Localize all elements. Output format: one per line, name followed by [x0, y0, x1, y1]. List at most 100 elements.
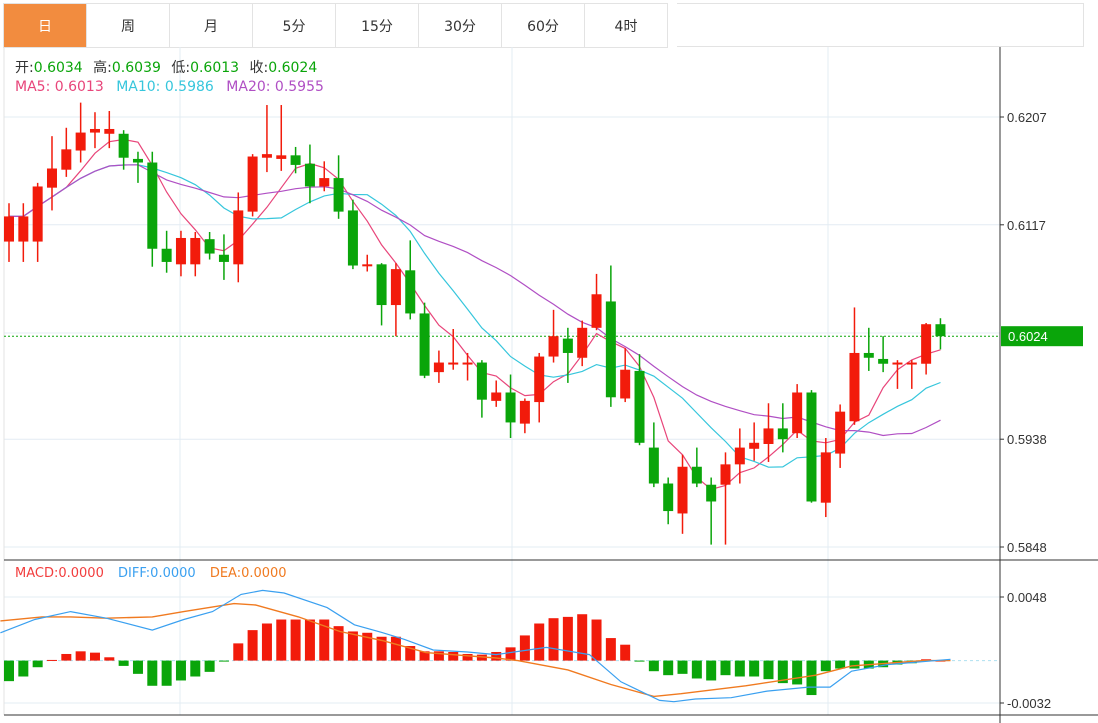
price-tick-label: 0.5848	[1007, 540, 1047, 555]
tab-6[interactable]: 60分	[502, 4, 585, 47]
candle	[104, 111, 115, 149]
candle	[820, 438, 831, 518]
macd-bar	[677, 660, 688, 674]
ma20-label: MA20:	[226, 79, 271, 95]
low-value: 0.6013	[190, 60, 240, 76]
candle-body	[261, 154, 272, 158]
macd-bar	[591, 619, 602, 661]
macd-bar	[663, 660, 674, 676]
ma10-line	[9, 164, 941, 468]
macd-bar	[577, 614, 588, 661]
candle-body	[304, 163, 315, 187]
tab-4[interactable]: 15分	[336, 4, 419, 47]
macd-bar	[548, 618, 559, 661]
macd-bar	[562, 616, 573, 661]
candle-body	[61, 149, 72, 170]
ma-legend: MA5: 0.6013 MA10: 0.5986 MA20: 0.5955	[15, 79, 324, 95]
macd-bar	[462, 653, 473, 661]
candle-body	[218, 254, 229, 262]
candle	[161, 230, 172, 273]
candle	[32, 182, 43, 262]
tab-0[interactable]: 日	[4, 4, 87, 47]
candle	[548, 309, 559, 363]
macd-bar	[534, 623, 545, 661]
tab-5[interactable]: 30分	[419, 4, 502, 47]
candle	[777, 403, 788, 453]
candle	[175, 230, 186, 277]
candle-body	[276, 155, 287, 159]
candle	[491, 380, 502, 407]
diff-line	[0, 589, 951, 703]
ma20-value: 0.5955	[274, 79, 324, 95]
candle-body	[749, 442, 760, 449]
candle	[261, 105, 272, 173]
candle	[347, 199, 358, 270]
candle-body	[118, 133, 129, 158]
candle-body	[534, 356, 545, 403]
candle	[405, 240, 416, 320]
dea-line	[0, 602, 951, 698]
macd-bar	[247, 630, 258, 661]
candle-body	[290, 155, 301, 165]
macd-bar	[147, 660, 158, 686]
dea-label: DEA:	[209, 566, 242, 581]
macd-bar	[820, 660, 831, 672]
ma10-value: 0.5986	[164, 79, 214, 95]
candle-body	[333, 178, 344, 212]
macd-bar	[433, 651, 444, 661]
candle	[863, 327, 874, 371]
macd-bar	[749, 660, 760, 677]
candle-body	[935, 324, 946, 337]
candle	[419, 302, 430, 379]
candle-body	[4, 216, 14, 242]
ma10-label: MA10:	[116, 79, 161, 95]
candle-body	[390, 269, 401, 306]
candle-body	[921, 324, 932, 364]
candle	[519, 398, 530, 434]
candle	[648, 422, 659, 488]
candle-body	[476, 362, 487, 400]
tab-3[interactable]: 5分	[253, 4, 336, 47]
candle-body	[677, 466, 688, 514]
candle-body	[491, 392, 502, 401]
candle-body	[247, 156, 258, 212]
candle	[878, 336, 889, 373]
tab-1[interactable]: 周	[87, 4, 170, 47]
macd-bar	[218, 660, 229, 662]
diff-value: 0.0000	[150, 566, 196, 581]
candle-body	[204, 239, 215, 254]
dea-value: 0.0000	[241, 566, 287, 581]
candle	[290, 146, 301, 174]
ma20-line	[9, 164, 941, 437]
candle	[663, 477, 674, 525]
period-tabs: 日周月 5分 15分 30分 60分 4时	[3, 3, 668, 48]
candle	[233, 192, 244, 283]
macd-bar	[792, 660, 803, 685]
candle-body	[620, 369, 631, 399]
current-price-label: 0.6024	[1008, 329, 1048, 344]
macd-bar	[304, 619, 315, 661]
high-value: 0.6039	[111, 60, 161, 76]
ma5-value: 0.6013	[54, 79, 104, 95]
candle	[720, 452, 731, 545]
candle	[935, 318, 946, 350]
candle	[835, 404, 846, 468]
candle	[706, 477, 717, 545]
macd-bar	[448, 651, 459, 661]
candle	[61, 127, 72, 177]
candle	[362, 254, 373, 272]
candle	[892, 360, 903, 389]
tab-7[interactable]: 4时	[585, 4, 668, 47]
candle-body	[132, 158, 143, 163]
candle	[734, 428, 745, 484]
macd-bar	[61, 653, 72, 661]
macd-bar	[204, 660, 215, 672]
tab-2[interactable]: 月	[170, 4, 253, 47]
candle-body	[32, 186, 43, 242]
candle	[247, 154, 258, 217]
close-label: 收:	[249, 60, 269, 76]
ohlc-legend: 开:0.6034 高:0.6039 低:0.6013 收:0.6024	[15, 57, 317, 77]
candle	[132, 151, 143, 183]
macd-bar	[261, 623, 272, 661]
